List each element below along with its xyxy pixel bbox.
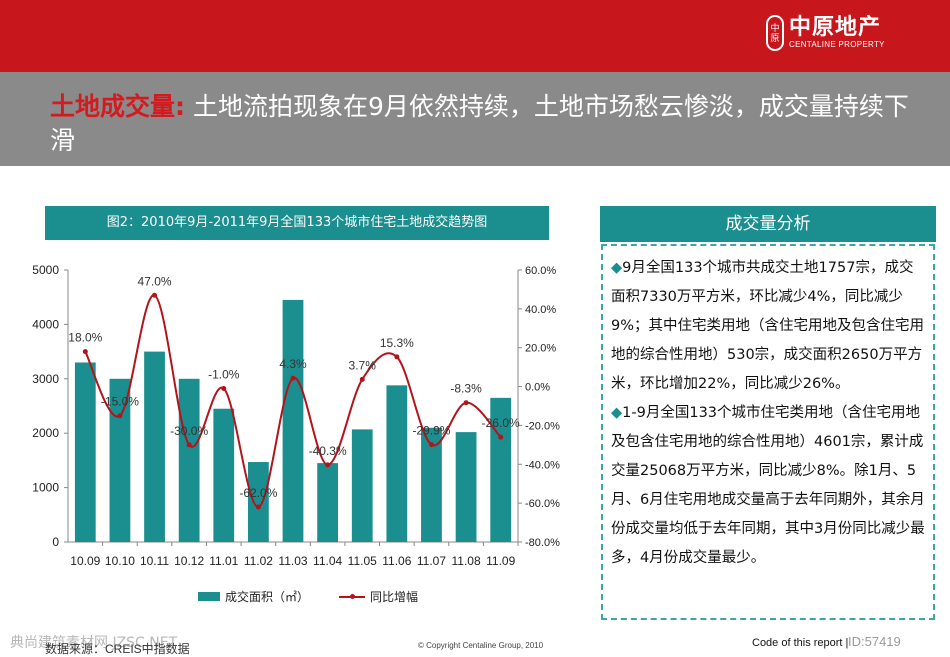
slide-title: 土地成交量: 土地流拍现象在9月依然持续，土地市场愁云惨淡，成交量持续下滑 — [50, 90, 910, 158]
left-tick-label: 5000 — [32, 263, 59, 277]
right-tick-label: -60.0% — [525, 498, 560, 510]
bar — [248, 462, 269, 542]
x-tick-label: 11.05 — [348, 554, 377, 568]
watermark-text: 典尚建筑素材网 JZSC.NET — [10, 635, 178, 651]
yoy-point — [82, 349, 88, 355]
yoy-data-label: -1.0% — [208, 368, 240, 382]
yoy-data-label: -30.0% — [170, 424, 208, 438]
copyright-notice: © Copyright Centaline Group, 2010 — [418, 641, 544, 650]
data-source: 数据来源：CREIS中指数据 — [45, 642, 190, 656]
bar — [455, 432, 477, 542]
bar — [74, 362, 96, 542]
yoy-data-label: 18.0% — [68, 331, 102, 345]
yoy-point — [394, 354, 400, 360]
title-text: 土地流拍现象在9月依然持续，土地市场愁云惨淡，成交量持续下滑 — [50, 92, 909, 155]
left-tick-label: 0 — [52, 535, 59, 549]
yoy-point — [290, 375, 296, 381]
logo-seal-icon: 中原 — [766, 15, 784, 51]
left-tick-label: 4000 — [32, 317, 59, 331]
x-tick-label: 10.12 — [174, 554, 204, 568]
report-id: ID:57419 — [848, 634, 901, 649]
x-tick-label: 10.09 — [70, 554, 100, 568]
bar — [213, 408, 235, 542]
right-tick-label: -40.0% — [525, 459, 560, 471]
diamond-bullet-icon: ◆ — [611, 405, 623, 421]
legend-line-label: 同比增幅 — [370, 590, 419, 604]
left-tick-label: 2000 — [32, 426, 59, 440]
legend-bar-swatch — [198, 592, 220, 601]
bar — [178, 378, 200, 542]
analysis-box: ◆9月全国133个城市共成交土地1757宗，成交面积7330万平方米，环比减少4… — [601, 244, 935, 620]
x-tick-label: 11.07 — [417, 554, 446, 568]
report-code-label: Code of this report | — [752, 637, 849, 649]
x-tick-label: 11.02 — [244, 554, 273, 568]
x-tick-label: 11.08 — [452, 554, 481, 568]
right-tick-label: 60.0% — [525, 265, 556, 277]
title-band — [0, 72, 950, 166]
bar — [144, 351, 165, 542]
right-tick-label: 0.0% — [525, 382, 550, 394]
analysis-paragraph-1: ◆9月全国133个城市共成交土地1757宗，成交面积7330万平方米，环比减少4… — [611, 260, 925, 392]
yoy-data-label: -15.0% — [101, 395, 139, 409]
yoy-data-label: -40.3% — [309, 444, 347, 458]
bar — [490, 397, 512, 542]
x-tick-label: 11.04 — [313, 554, 342, 568]
bar — [317, 463, 338, 542]
yoy-point — [325, 462, 331, 468]
x-tick-label: 11.03 — [278, 554, 307, 568]
yoy-point — [152, 292, 158, 298]
yoy-data-label: -62.0% — [239, 486, 277, 500]
land-trend-chart: 0 1000 2000 3000 4000 5000 -80.0% -60.0% -40.0% -… — [32, 263, 560, 568]
yoy-point — [428, 442, 434, 448]
analysis-paragraph-2: ◆1-9月全国133个城市住宅类用地（含住宅用地及包含住宅用地的综合性用地）46… — [611, 405, 925, 566]
yoy-point — [359, 376, 365, 382]
company-logo: 中原 中原地产 CENTALINE PROPERTY — [766, 15, 885, 51]
bar — [282, 299, 304, 542]
yoy-point — [221, 386, 227, 392]
yoy-point — [463, 400, 469, 406]
yoy-data-label: -26.0% — [482, 416, 520, 430]
x-tick-label: 10.11 — [140, 554, 169, 568]
analysis-header: 成交量分析 — [600, 206, 936, 242]
yoy-data-label: 47.0% — [138, 274, 172, 288]
title-highlight: 土地成交量: — [50, 92, 185, 121]
right-tick-label: 20.0% — [525, 343, 556, 355]
top-banner — [0, 0, 950, 72]
x-tick-label: 11.06 — [382, 554, 411, 568]
legend-bar-label: 成交面积（㎡） — [225, 590, 310, 604]
yoy-point — [186, 442, 192, 448]
yoy-data-label: 4.3% — [279, 357, 307, 371]
yoy-point — [117, 413, 123, 419]
x-tick-label: 11.01 — [209, 554, 238, 568]
bar — [421, 427, 442, 542]
yoy-point — [255, 504, 261, 510]
left-tick-label: 3000 — [32, 372, 59, 386]
logo-name-cn: 中原地产 — [789, 15, 882, 40]
chart-title: 图2：2010年9月-2011年9月全国133个城市住宅土地成交趋势图 — [45, 206, 549, 240]
yoy-data-label: -29.9% — [412, 424, 450, 438]
yoy-data-label: 15.3% — [380, 336, 414, 350]
right-tick-label: 40.0% — [525, 304, 556, 316]
x-tick-label: 11.09 — [486, 554, 515, 568]
legend-line-swatch — [339, 593, 366, 599]
bar — [109, 378, 131, 542]
yoy-data-label: 3.7% — [349, 358, 377, 372]
bar — [386, 385, 408, 542]
right-tick-label: -80.0% — [525, 537, 560, 549]
logo-name-en: CENTALINE PROPERTY — [789, 40, 885, 49]
chart-legend: 成交面积（㎡） 同比增幅 — [198, 588, 418, 605]
right-tick-label: -20.0% — [525, 420, 560, 432]
diamond-bullet-icon: ◆ — [611, 260, 623, 276]
bar — [351, 429, 373, 542]
yoy-point — [498, 434, 504, 440]
yoy-data-label: -8.3% — [450, 382, 482, 396]
left-tick-label: 1000 — [32, 481, 59, 495]
x-tick-label: 10.10 — [105, 554, 135, 568]
